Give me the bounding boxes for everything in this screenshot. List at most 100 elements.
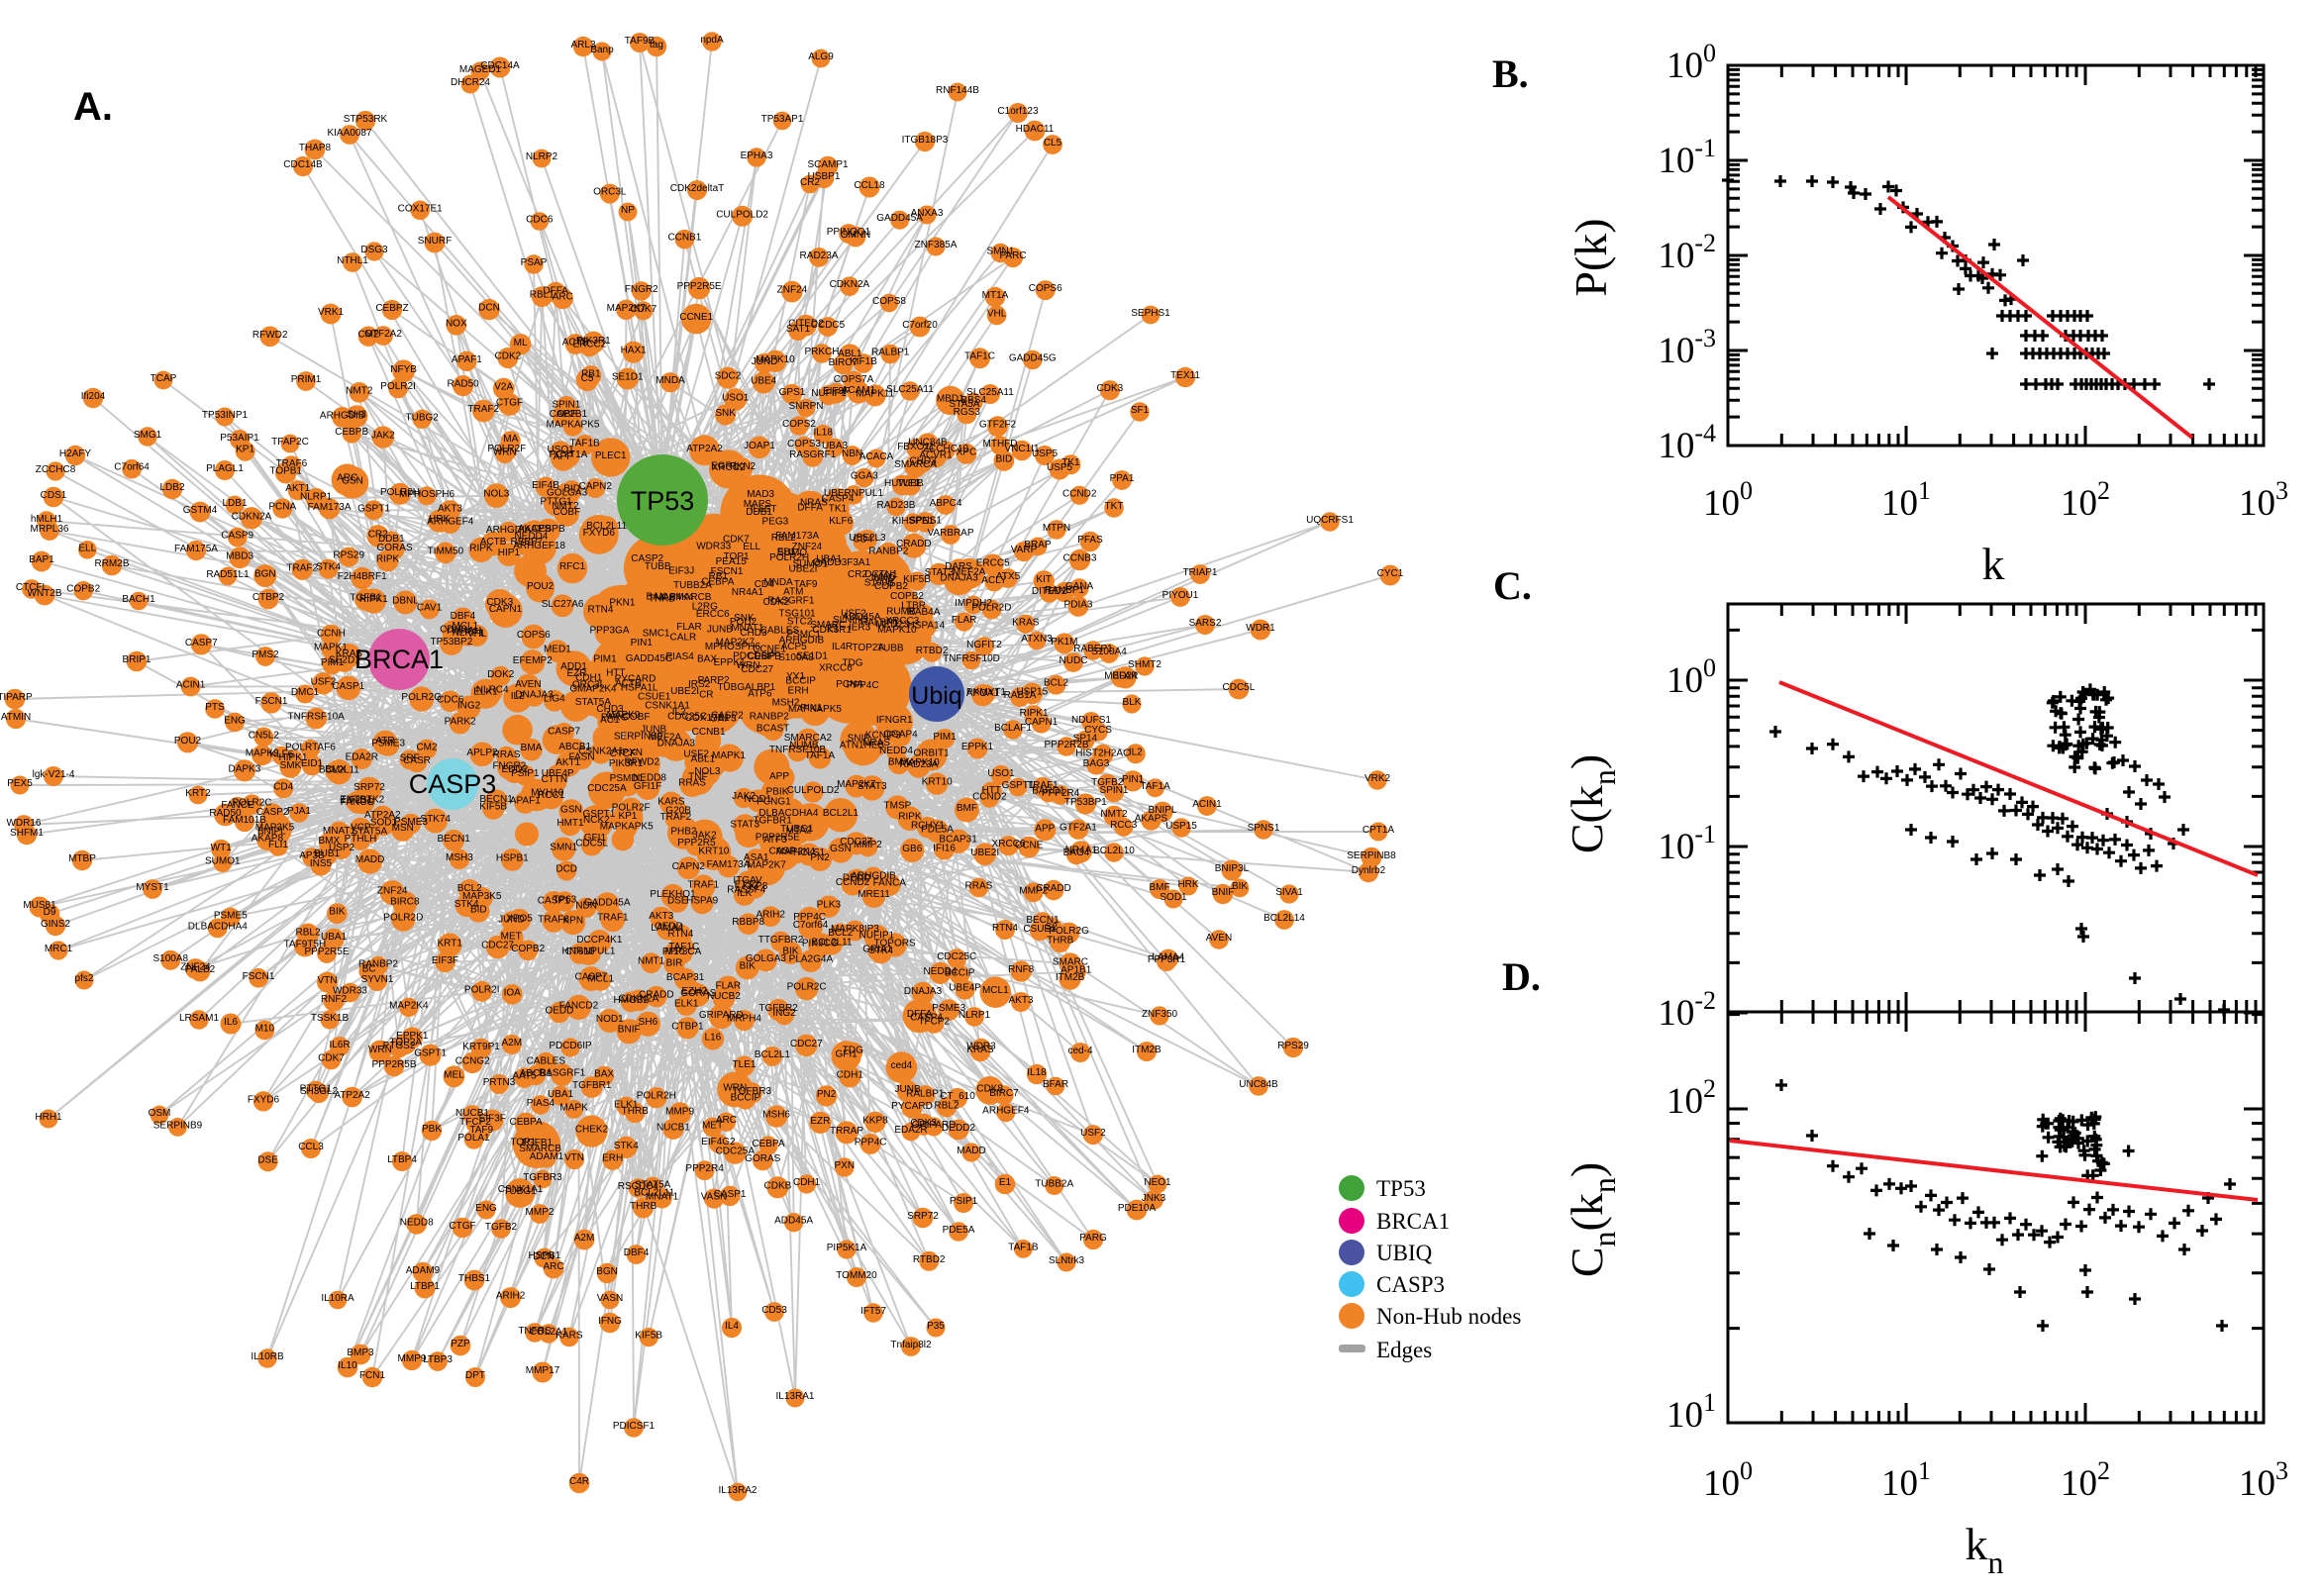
svg-text:PKN1: PKN1 bbox=[609, 597, 636, 608]
svg-text:PN2: PN2 bbox=[817, 1089, 837, 1100]
svg-text:FAM173A: FAM173A bbox=[308, 502, 352, 513]
svg-text:ORBIT1: ORBIT1 bbox=[914, 748, 951, 759]
svg-text:VHL: VHL bbox=[467, 629, 487, 640]
svg-text:KRAS: KRAS bbox=[966, 1045, 994, 1055]
svg-text:IL6R: IL6R bbox=[329, 1040, 350, 1050]
svg-text:HMGB2: HMGB2 bbox=[614, 995, 650, 1006]
svg-text:BCAP31: BCAP31 bbox=[666, 972, 705, 983]
svg-text:HIPK1: HIPK1 bbox=[279, 752, 308, 763]
svg-text:NLRC4: NLRC4 bbox=[476, 685, 509, 696]
svg-text:TRAF6: TRAF6 bbox=[538, 914, 569, 925]
svg-text:CDH1: CDH1 bbox=[575, 673, 603, 684]
svg-text:PCNA: PCNA bbox=[268, 502, 296, 513]
svg-text:NEDD8: NEDD8 bbox=[400, 1217, 434, 1228]
svg-text:L16: L16 bbox=[705, 1032, 722, 1043]
svg-text:BID: BID bbox=[996, 453, 1013, 464]
svg-text:S100B: S100B bbox=[864, 578, 894, 589]
svg-text:TGFB2: TGFB2 bbox=[1091, 777, 1124, 788]
svg-text:Banp: Banp bbox=[590, 45, 614, 55]
svg-text:TK1: TK1 bbox=[1061, 457, 1080, 468]
svg-text:GADD3F3A1: GADD3F3A1 bbox=[813, 557, 871, 568]
svg-text:APAF1: APAF1 bbox=[452, 354, 482, 365]
svg-text:POLR2D: POLR2D bbox=[383, 913, 423, 924]
svg-text:FSCN1: FSCN1 bbox=[255, 696, 288, 707]
svg-text:TRIAP1: TRIAP1 bbox=[1182, 567, 1217, 578]
svg-text:ADD1: ADD1 bbox=[560, 661, 587, 672]
svg-text:CASR: CASR bbox=[403, 755, 431, 766]
svg-text:MMP2: MMP2 bbox=[854, 840, 882, 850]
svg-text:UQCRFS1: UQCRFS1 bbox=[1306, 515, 1354, 526]
svg-text:GMAP2K4: GMAP2K4 bbox=[569, 684, 617, 695]
svg-text:RASGRF1: RASGRF1 bbox=[767, 596, 815, 607]
svg-text:DLBACDHA4: DLBACDHA4 bbox=[188, 921, 248, 932]
svg-text:QGAP4: QGAP4 bbox=[883, 730, 918, 741]
svg-text:KLF6: KLF6 bbox=[829, 516, 853, 527]
svg-text:LIG4: LIG4 bbox=[544, 694, 565, 705]
svg-text:RRM2B: RRM2B bbox=[94, 558, 129, 569]
svg-text:PPP2R5E: PPP2R5E bbox=[756, 832, 800, 843]
svg-text:RIPK1: RIPK1 bbox=[359, 594, 388, 605]
svg-text:M10: M10 bbox=[255, 1023, 275, 1034]
svg-text:PIYOU1: PIYOU1 bbox=[1162, 590, 1199, 601]
svg-text:TOP2A: TOP2A bbox=[389, 1037, 422, 1047]
svg-text:ATXN3: ATXN3 bbox=[1021, 634, 1053, 645]
svg-text:EIF3F: EIF3F bbox=[479, 1114, 506, 1125]
svg-text:BLK: BLK bbox=[1123, 697, 1142, 708]
svg-text:BECN1: BECN1 bbox=[479, 794, 513, 805]
svg-text:USP2: USP2 bbox=[329, 843, 355, 853]
svg-text:MAPK: MAPK bbox=[559, 1102, 588, 1113]
svg-text:DBF4: DBF4 bbox=[624, 1247, 650, 1258]
svg-text:TOPORS: TOPORS bbox=[874, 938, 916, 948]
svg-text:MAGED1: MAGED1 bbox=[459, 64, 502, 75]
svg-text:ARL3: ARL3 bbox=[570, 40, 595, 50]
svg-text:RFWD2: RFWD2 bbox=[252, 330, 288, 341]
svg-text:CDC14B: CDC14B bbox=[283, 159, 323, 170]
svg-text:KIF1B: KIF1B bbox=[850, 356, 877, 367]
svg-text:SUMO1: SUMO1 bbox=[205, 856, 241, 867]
svg-text:CEBPA: CEBPA bbox=[510, 1117, 543, 1128]
svg-text:ITGAV: ITGAV bbox=[733, 875, 762, 886]
svg-text:PPP2R4: PPP2R4 bbox=[1042, 788, 1080, 799]
svg-text:S100A8: S100A8 bbox=[153, 953, 189, 964]
svg-text:CDK7: CDK7 bbox=[318, 1053, 345, 1064]
svg-text:CR2: CR2 bbox=[800, 177, 820, 188]
svg-text:COPS6: COPS6 bbox=[1029, 283, 1062, 294]
svg-text:CEBPA: CEBPA bbox=[701, 577, 734, 588]
svg-text:XRCC6: XRCC6 bbox=[992, 839, 1026, 849]
svg-text:TGFB2: TGFB2 bbox=[485, 1222, 518, 1233]
svg-text:IL18: IL18 bbox=[813, 428, 833, 439]
svg-text:NLRP1: NLRP1 bbox=[959, 1010, 991, 1021]
svg-text:AP3B: AP3B bbox=[299, 850, 325, 861]
svg-text:DPT: DPT bbox=[465, 1370, 485, 1381]
svg-text:GADD45A: GADD45A bbox=[876, 213, 923, 224]
svg-text:BNIF: BNIF bbox=[1212, 887, 1235, 898]
svg-text:KIF5B: KIF5B bbox=[479, 802, 507, 813]
svg-text:BARD1: BARD1 bbox=[1032, 786, 1065, 797]
svg-text:PSME3: PSME3 bbox=[932, 1003, 965, 1014]
svg-text:IOA: IOA bbox=[504, 987, 522, 998]
svg-text:CDK7: CDK7 bbox=[723, 534, 750, 545]
svg-text:k: k bbox=[1982, 539, 2005, 589]
svg-text:RALBP1: RALBP1 bbox=[871, 348, 910, 358]
svg-text:JAK2: JAK2 bbox=[693, 831, 717, 842]
svg-text:RASGRF1: RASGRF1 bbox=[539, 1068, 586, 1079]
svg-text:CASP7: CASP7 bbox=[548, 726, 580, 737]
svg-text:APP: APP bbox=[554, 451, 573, 462]
svg-text:VRK2: VRK2 bbox=[1364, 773, 1391, 784]
svg-text:LTBR: LTBR bbox=[901, 600, 926, 611]
svg-text:SUMO: SUMO bbox=[777, 548, 807, 558]
svg-text:YWHAH: YWHAH bbox=[445, 626, 481, 637]
svg-text:XPO5: XPO5 bbox=[506, 913, 533, 924]
svg-text:TFCP2: TFCP2 bbox=[918, 1017, 950, 1028]
svg-text:BBS4: BBS4 bbox=[960, 395, 986, 406]
svg-text:DDB1: DDB1 bbox=[746, 507, 772, 518]
svg-text:BCL2L11: BCL2L11 bbox=[319, 765, 359, 776]
svg-text:TP53AP1: TP53AP1 bbox=[761, 114, 804, 125]
svg-text:USF2: USF2 bbox=[841, 609, 866, 620]
svg-text:SMG1: SMG1 bbox=[134, 430, 162, 441]
svg-text:NBN: NBN bbox=[842, 449, 862, 459]
svg-text:CDC27: CDC27 bbox=[481, 941, 514, 951]
svg-text:POLR2H: POLR2H bbox=[380, 487, 420, 498]
svg-text:AKT3: AKT3 bbox=[649, 911, 673, 922]
svg-text:CEBPZ: CEBPZ bbox=[375, 303, 408, 314]
